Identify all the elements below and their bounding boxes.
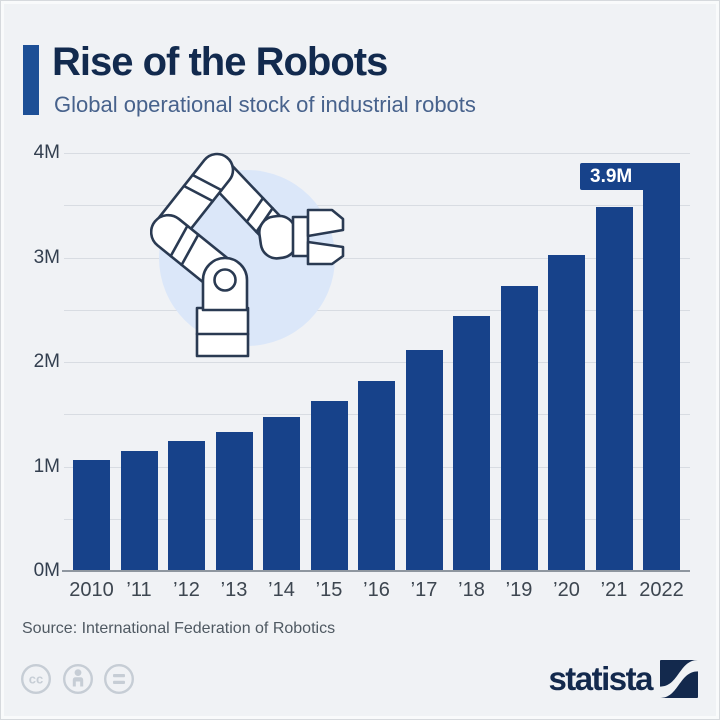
x-axis-tick-label: ’11 [126,579,152,601]
x-axis-tick-label: ’19 [505,579,533,601]
data-bar [263,417,300,571]
svg-text:cc: cc [29,672,43,687]
x-axis-tick-label: ’21 [600,579,628,601]
x-axis-line [62,570,690,572]
data-bar [453,316,490,571]
page-title: Rise of the Robots [52,40,388,84]
x-axis-tick-label: ’12 [173,579,200,601]
data-bar [310,400,348,571]
x-axis-tick-label: ’16 [363,579,390,601]
y-axis-tick-label: 1M [33,456,60,477]
x-axis-tick-label: ’17 [410,579,438,601]
statista-swoosh-logo [660,660,698,698]
x-axis-tick-label: 2022 [639,579,684,601]
data-bar [168,441,205,571]
data-bar [73,460,110,571]
data-bar [595,207,633,571]
data-bar [358,380,395,571]
y-axis-tick-label: 0M [33,560,60,581]
data-bar [643,163,680,571]
title-accent-bar [23,45,39,115]
data-bar [500,285,538,571]
no-derivatives-equals-icon [103,663,134,695]
x-axis-tick-label: 2010 [69,579,114,601]
data-bar [548,255,585,571]
data-bar [405,349,443,571]
gridline [64,205,690,206]
x-axis-tick-label: ’13 [220,579,248,601]
gridline [64,310,690,311]
statista-logo: statista [548,659,698,699]
cc-icon [20,663,52,695]
x-axis-tick-label: ’14 [268,579,295,601]
page-subtitle: Global operational stock of industrial r… [54,92,476,117]
attribution-person-icon [63,663,94,695]
x-axis-tick-label: ’18 [458,579,485,601]
y-axis-tick-label: 4M [33,142,60,163]
robot-arm-icon [150,152,345,358]
x-axis-tick-label: ’15 [315,579,343,601]
statista-wordmark: statista [548,660,653,697]
data-bar [215,432,253,571]
data-bar [120,450,158,571]
y-axis-tick-label: 2M [33,351,60,372]
value-annotation: 3.9M [580,163,649,190]
gridline [64,258,690,259]
y-axis-tick-label: 3M [33,247,60,268]
cc-license-icons: cc [20,663,134,695]
source-text: Source: International Federation of Robo… [22,620,336,637]
x-axis-tick-label: ’20 [553,579,580,601]
gridline [64,362,690,363]
gridline [64,153,690,154]
